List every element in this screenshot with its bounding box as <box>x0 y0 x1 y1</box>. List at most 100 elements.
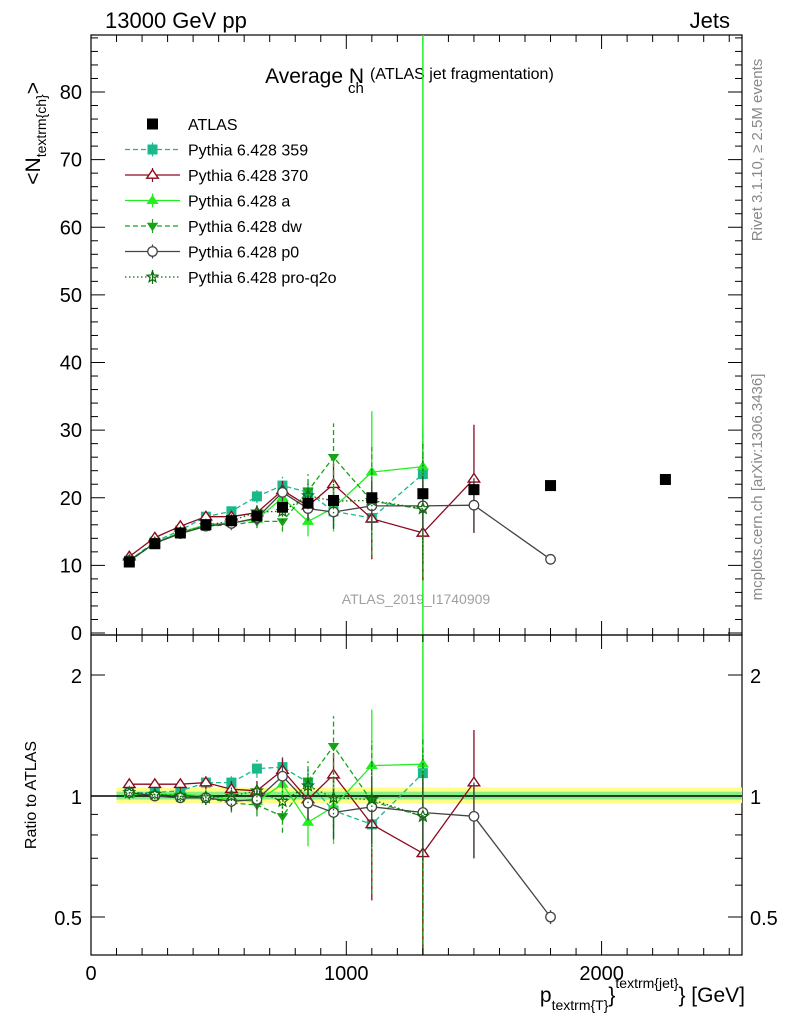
ratio-data-point <box>122 785 137 799</box>
ratio-ylabel: Ratio to ATLAS <box>23 741 40 849</box>
ratio-panel: 0.5 0.5 1 1 2 2 0 1000 2000 <box>54 634 778 985</box>
legend-entry-pythia-6-428-359: Pythia 6.428 359 <box>125 142 308 160</box>
ratio-y-tick-label-right: 2 <box>750 666 761 688</box>
y-tick-label: 10 <box>60 555 82 577</box>
ratio-series-line <box>129 785 424 817</box>
main-title: Average N ch (ATLAS jet fragmentation) <box>265 65 554 97</box>
ratio-data-point <box>173 777 188 789</box>
ratio-data-point <box>251 763 262 774</box>
y-tick-label: 70 <box>60 150 82 172</box>
data-point <box>327 453 340 463</box>
ratio-data-point <box>301 816 315 826</box>
data-point <box>545 480 557 492</box>
ratio-data-point <box>251 794 263 805</box>
legend-entry-pythia-6-428-370: Pythia 6.428 370 <box>125 168 308 185</box>
analysis-tag: ATLAS_2019_I1740909 <box>342 591 491 607</box>
x-tick-label: 2000 <box>579 963 624 985</box>
ylabel-main-subscript: textrm{ch} <box>33 94 49 157</box>
data-point <box>545 553 556 565</box>
ratio-series-pythia-6-428-pro-q2o <box>122 751 430 921</box>
ratio-y-tick-label: 2 <box>71 666 82 688</box>
legend: ATLAS Pythia 6.428 359 Pythia 6.428 370 Pyt… <box>125 117 337 287</box>
legend-label: Pythia 6.428 a <box>188 194 290 211</box>
data-point <box>251 510 263 522</box>
data-point <box>123 556 135 568</box>
legend-marker <box>146 222 159 232</box>
x-tick-label: 0 <box>85 963 96 985</box>
svg-text:<Ntextrm{ch}>: <Ntextrm{ch}> <box>22 82 49 185</box>
series-pythia-6-428-p0 <box>123 475 556 567</box>
ratio-y-tick-label-right: 1 <box>750 787 761 809</box>
ratio-data-point <box>224 788 239 802</box>
ratio-data-point <box>275 793 290 808</box>
y-tick-label: 0 <box>71 623 82 645</box>
data-point <box>174 527 186 539</box>
data-point <box>225 515 237 527</box>
data-point <box>149 538 161 550</box>
ratio-data-point <box>147 777 162 789</box>
xlabel-unit: [GeV] <box>691 984 745 1007</box>
xlabel-subscript: textrm{T} <box>552 997 609 1013</box>
legend-marker <box>145 168 160 179</box>
series-line <box>128 473 424 562</box>
ratio-y-tick-label: 1 <box>71 787 82 809</box>
ratio-data-point <box>198 790 213 804</box>
legend-label: Pythia 6.428 359 <box>188 143 308 160</box>
legend-marker <box>145 269 160 283</box>
ylabel-main-end: > <box>22 82 45 94</box>
legend-label: Pythia 6.428 370 <box>188 168 308 185</box>
ratio-data-point <box>545 911 556 923</box>
ratio-series-pythia-6-428-a <box>123 709 430 849</box>
y-tick-label: 40 <box>60 353 82 375</box>
legend-label: ATLAS <box>188 117 238 134</box>
data-point <box>277 486 288 498</box>
ratio-data-point <box>364 792 379 806</box>
data-point <box>415 501 430 515</box>
y-tick-label: 50 <box>60 285 82 307</box>
data-point <box>468 499 480 511</box>
legend-entry-pythia-6-428-dw: Pythia 6.428 dw <box>125 219 302 236</box>
y-tick-label: 60 <box>60 217 82 239</box>
legend-entry-pythia-6-428-a: Pythia 6.428 a <box>125 193 290 211</box>
xlabel-main-text: p <box>540 984 552 1007</box>
header-collision-label: 13000 GeV pp <box>105 8 247 33</box>
main-panel: 0 10 20 30 40 50 60 70 80 <box>60 34 743 955</box>
ratio-data-point <box>198 776 213 787</box>
y-tick-label: 30 <box>60 420 82 442</box>
svg-text:ptextrm{T}}textrm{jet}} [GeV]: ptextrm{T}}textrm{jet}} [GeV] <box>540 975 745 1013</box>
ratio-data-point <box>173 788 188 802</box>
legend-entry-atlas: ATLAS <box>147 117 238 134</box>
ratio-data-point <box>276 813 289 822</box>
legend-entry-pythia-6-428-p0: Pythia 6.428 p0 <box>125 244 299 262</box>
data-point <box>302 497 314 509</box>
x-tick-label: 1000 <box>324 963 369 985</box>
ratio-y-tick-label: 0.5 <box>54 908 82 930</box>
data-point <box>200 519 212 531</box>
data-point <box>659 473 671 485</box>
header-process-label: Jets <box>690 8 730 33</box>
title-note: (ATLAS jet fragmentation) <box>370 66 554 83</box>
mcplots-label: mcplots.cern.ch [arXiv:1306.3436] <box>749 374 766 601</box>
ylabel-main-text: <N <box>22 157 45 184</box>
ratio-y-tick-label-right: 0.5 <box>750 908 778 930</box>
rivet-label: Rivet 3.1.10, ≥ 2.5M events <box>749 59 766 242</box>
data-point <box>276 518 289 527</box>
series-line <box>128 465 423 562</box>
title-main-text: Average N <box>265 65 364 88</box>
y-tick-label: 80 <box>60 82 82 104</box>
ratio-data-point <box>147 786 162 801</box>
legend-marker <box>147 144 158 155</box>
legend-entry-pythia-6-428-pro-q2o: Pythia 6.428 pro-q2o <box>125 269 337 287</box>
series-atlas <box>123 473 671 568</box>
ratio-data-point <box>327 743 340 752</box>
legend-label: Pythia 6.428 p0 <box>188 245 299 262</box>
ratio-data-point <box>277 770 288 782</box>
ratio-data-point <box>415 808 430 823</box>
data-point <box>328 494 340 506</box>
ratio-series-pythia-6-428-dw <box>123 716 429 955</box>
ratio-xlabel: ptextrm{T}}textrm{jet}} [GeV] <box>540 975 745 1013</box>
ratio-data-point <box>468 810 480 822</box>
main-ylabel: <Ntextrm{ch}> <box>22 82 49 185</box>
ratio-data-point <box>249 783 264 797</box>
